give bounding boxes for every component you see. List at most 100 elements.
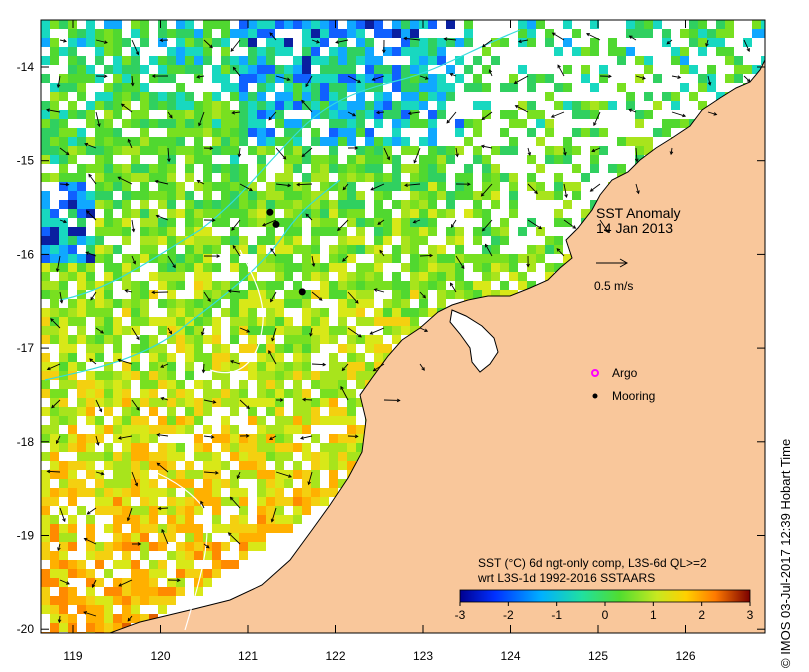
sst-cell [383,344,392,353]
sst-cell [275,326,284,335]
sst-cell [761,56,765,65]
sst-cell [338,443,347,452]
sst-cell [338,92,347,101]
sst-cell [401,119,410,128]
sst-cell [212,281,221,290]
sst-cell [284,128,293,137]
sst-cell [77,38,86,47]
current-vector-head [161,528,165,533]
sst-cell [149,119,158,128]
sst-cell [464,281,473,290]
sst-cell [77,389,86,398]
sst-cell [248,146,257,155]
sst-cell [50,137,59,146]
sst-cell [104,155,113,164]
sst-cell [77,182,86,191]
current-vector-head [550,114,555,118]
sst-cell [185,209,194,218]
sst-cell [437,101,446,110]
sst-cell [113,83,122,92]
sst-cell [113,164,122,173]
sst-cell [77,335,86,344]
sst-cell [167,371,176,380]
sst-cell [185,128,194,137]
sst-cell [518,119,527,128]
current-vector-head [342,258,346,262]
current-vector-head [207,298,211,302]
sst-cell [239,506,248,515]
sst-cell [284,470,293,479]
colorbar-tick-label: -2 [503,608,514,622]
sst-cell [86,569,95,578]
sst-cell [563,254,572,263]
sst-cell [365,272,374,281]
sst-cell [230,488,239,497]
sst-cell [122,587,131,596]
current-vector [413,147,421,163]
sst-cell [86,263,95,272]
sst-cell [302,182,311,191]
sst-cell [257,542,266,551]
sst-cell [311,236,320,245]
sst-cell [302,398,311,407]
sst-cell [113,515,122,524]
sst-cell [284,191,293,200]
current-vector-head [156,462,161,467]
current-vector [50,318,61,329]
sst-cell [356,380,365,389]
sst-cell [113,38,122,47]
sst-cell [104,335,113,344]
sst-cell [230,398,239,407]
sst-cell [374,101,383,110]
sst-cell [194,47,203,56]
sst-cell [662,119,671,128]
sst-cell [185,416,194,425]
sst-cell [275,137,284,146]
sst-cell [95,353,104,362]
sst-cell [527,74,536,83]
sst-cell [149,389,158,398]
sst-cell [131,470,140,479]
sst-cell [320,110,329,119]
sst-cell [608,101,617,110]
sst-cell [419,137,428,146]
sst-cell [374,263,383,272]
sst-cell [464,29,473,38]
sst-cell [212,110,221,119]
sst-cell [293,416,302,425]
current-vector-head [305,83,309,88]
sst-cell [122,236,131,245]
sst-cell [50,326,59,335]
sst-cell [302,506,311,515]
current-vector [95,435,99,446]
current-vector-head [296,182,300,187]
sst-cell [293,101,302,110]
sst-cell [59,524,68,533]
sst-cell [554,263,563,272]
sst-cell [86,137,95,146]
sst-cell [374,92,383,101]
sst-cell [293,137,302,146]
sst-cell [95,623,104,632]
sst-cell [194,56,203,65]
sst-cell [86,20,95,29]
current-vector-head [481,227,486,232]
longitude-axis: 119 120 121 122 123 124 125 126 [63,20,696,663]
current-vector-head [46,108,50,112]
sst-cell [68,299,77,308]
sst-cell [635,119,644,128]
sst-cell [113,101,122,110]
sst-cell [545,29,554,38]
sst-cell [221,173,230,182]
sst-cell [284,227,293,236]
sst-cell [473,209,482,218]
current-vector [237,471,241,479]
sst-cell [662,92,671,101]
sst-cell [131,371,140,380]
sst-cell [401,137,410,146]
sst-cell [401,290,410,299]
sst-cell [239,398,248,407]
sst-cell [104,497,113,506]
sst-cell [302,407,311,416]
sst-cell [50,425,59,434]
